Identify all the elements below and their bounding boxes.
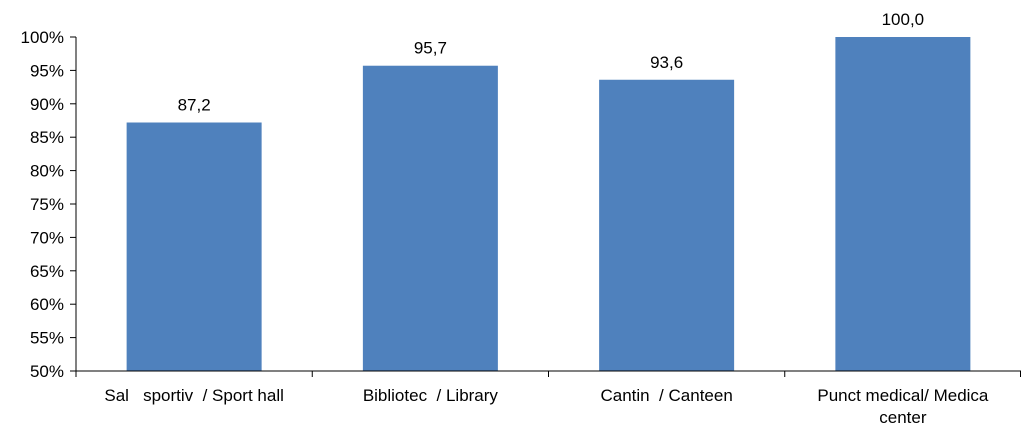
data-label: 100,0: [882, 10, 925, 29]
bar: [599, 79, 735, 371]
bar: [835, 37, 971, 371]
y-tick-label: 85%: [30, 128, 64, 147]
y-tick-label: 95%: [30, 61, 64, 80]
data-label: 87,2: [178, 96, 211, 115]
category-label: Bibliotec / Library: [363, 386, 499, 405]
category-label: Sal sportiv / Sport hall: [104, 386, 284, 405]
data-labels: 87,2 95,7 93,6 100,0: [178, 10, 925, 115]
y-tick-label: 55%: [30, 329, 64, 348]
data-label: 93,6: [650, 53, 683, 72]
y-tick-label: 90%: [30, 95, 64, 114]
y-tick-label: 65%: [30, 262, 64, 281]
category-label: Cantin / Canteen: [600, 386, 732, 405]
y-tick-label: 80%: [30, 162, 64, 181]
y-axis: 50% 55% 60% 65% 70% 75% 80% 85% 90% 95% 100%: [21, 28, 77, 381]
category-label-line: Sal sportiv / Sport hall: [104, 386, 284, 405]
bar: [126, 122, 262, 371]
bars: [126, 37, 971, 371]
category-label-line: Cantin / Canteen: [600, 386, 732, 405]
y-tick-label: 50%: [30, 362, 64, 381]
category-label-line: Punct medical/ Medica: [817, 386, 989, 405]
bar: [362, 65, 498, 371]
y-tick-label: 75%: [30, 195, 64, 214]
y-tick-label: 60%: [30, 295, 64, 314]
category-label: Punct medical/ Medica center: [817, 386, 989, 427]
y-tick-label: 100%: [21, 28, 64, 47]
y-tick-label: 70%: [30, 228, 64, 247]
category-label-line: center: [879, 408, 927, 427]
data-label: 95,7: [414, 39, 447, 58]
x-axis: Sal sportiv / Sport hall Bibliotec / Libr…: [75, 370, 1021, 427]
category-label-line: Bibliotec / Library: [363, 386, 499, 405]
